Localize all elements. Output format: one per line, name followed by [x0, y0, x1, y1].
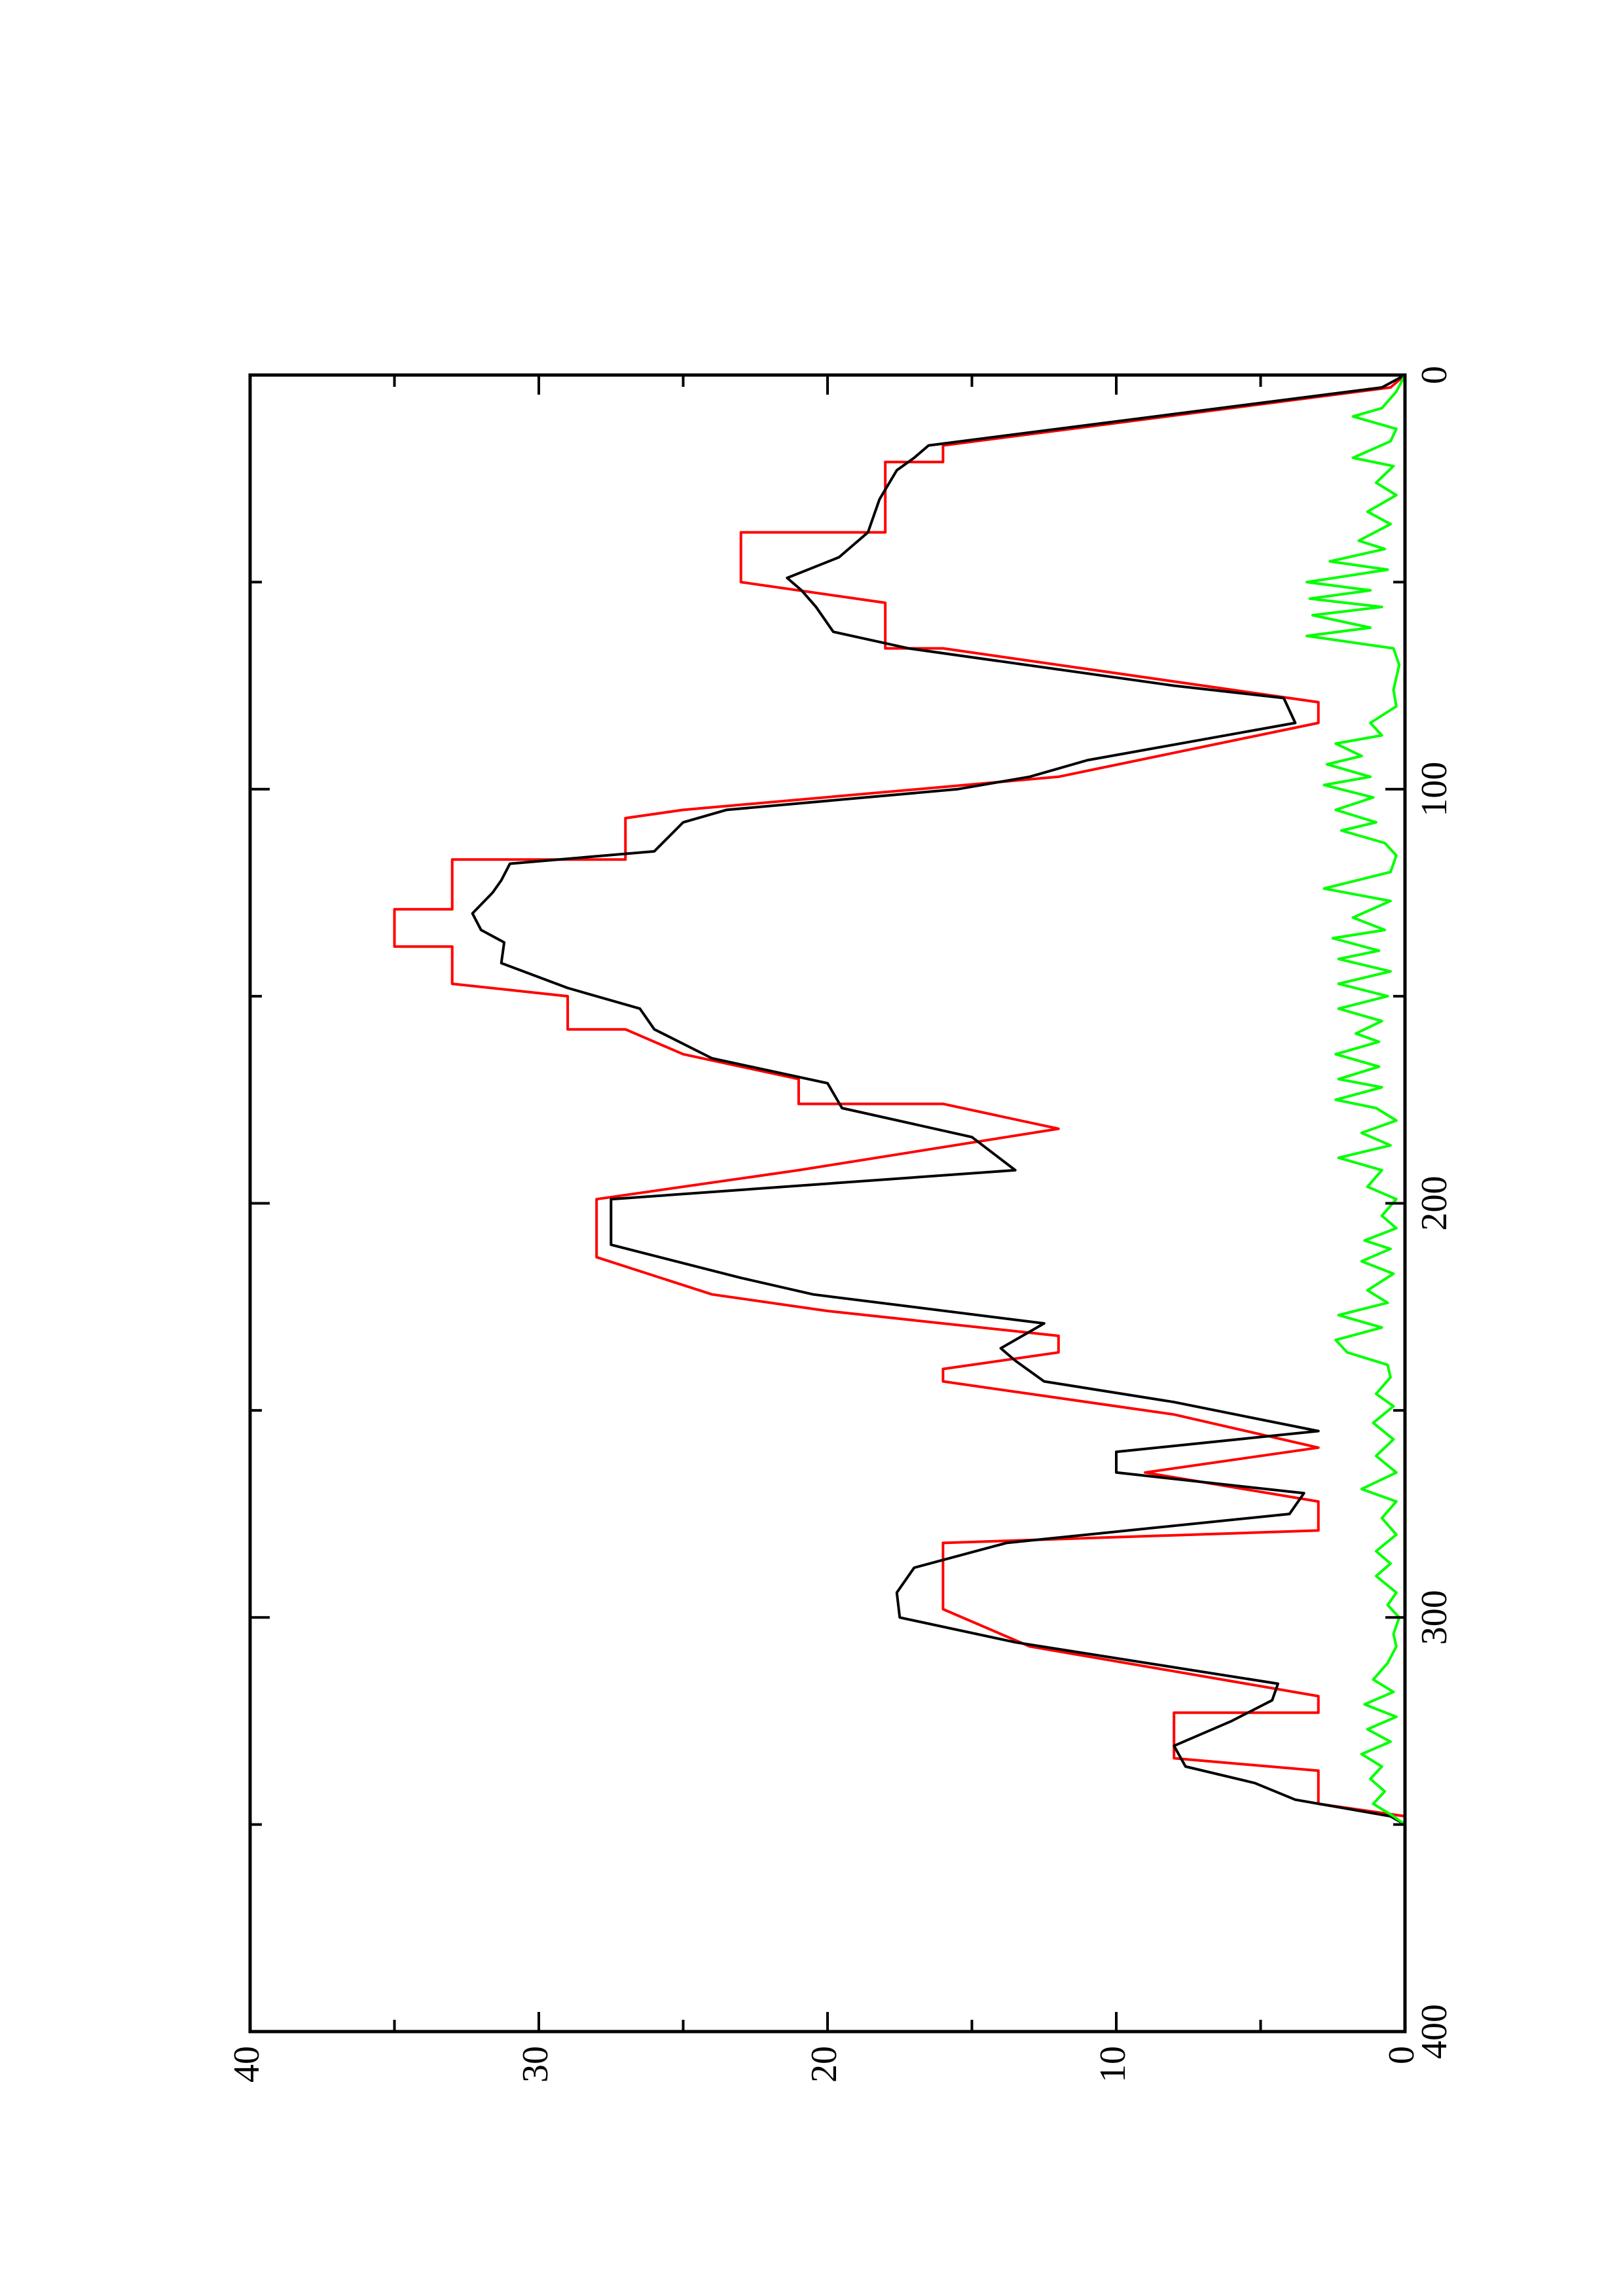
y-tick-label: 20 — [804, 2046, 845, 2083]
y-tick-label: 30 — [515, 2046, 556, 2083]
series-line-1 — [393, 374, 1406, 1825]
x-tick-label: 0 — [1414, 366, 1455, 384]
y-tick-label: 10 — [1093, 2046, 1133, 2083]
series-line-2 — [471, 374, 1406, 1826]
axis-ticks — [249, 374, 1406, 2033]
series-line-3 — [1305, 374, 1406, 1826]
x-tick-label: 200 — [1414, 1176, 1455, 1231]
y-tick-label: 0 — [1381, 2046, 1422, 2064]
plot-area — [393, 374, 1406, 1826]
x-tick-label: 100 — [1414, 762, 1455, 817]
x-tick-label: 300 — [1414, 1590, 1455, 1645]
x-tick-label: 400 — [1414, 2004, 1455, 2059]
y-tick-label: 40 — [227, 2046, 267, 2083]
